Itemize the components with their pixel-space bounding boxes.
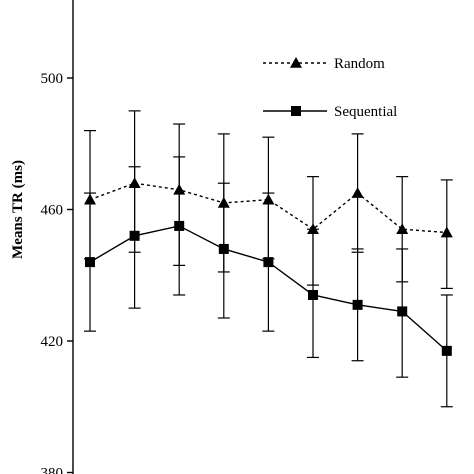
y-axis-label: Means TR (ms) bbox=[10, 160, 26, 259]
legend-marker-random bbox=[290, 57, 302, 68]
legend-label-sequential: Sequential bbox=[334, 104, 397, 120]
random-data-point bbox=[262, 193, 275, 205]
y-tick-label: 460 bbox=[41, 203, 64, 219]
sequential-data-point bbox=[352, 299, 363, 310]
random-series-line bbox=[89, 182, 447, 234]
axes: 380 420 460 500 Means TR (ms) bbox=[10, 0, 74, 474]
sequential-data-point bbox=[85, 257, 95, 268]
random-data-point bbox=[307, 223, 319, 235]
sequential-data-point bbox=[129, 230, 140, 241]
sequential-data-point bbox=[308, 289, 318, 300]
legend-label-random: Random bbox=[334, 56, 385, 72]
y-tick-label: 380 bbox=[41, 466, 64, 474]
series-markers bbox=[84, 177, 453, 356]
random-data-point bbox=[84, 193, 96, 205]
sequential-data-point bbox=[441, 345, 452, 356]
legend: Random Sequential bbox=[263, 56, 397, 120]
legend-marker-sequential bbox=[291, 106, 301, 116]
sequential-data-point bbox=[263, 257, 274, 268]
random-data-point bbox=[351, 187, 364, 198]
random-data-point bbox=[440, 226, 453, 238]
random-data-point bbox=[396, 223, 409, 235]
sequential-data-point bbox=[174, 220, 185, 231]
sequential-data-point bbox=[218, 243, 229, 254]
sequential-data-point bbox=[397, 306, 408, 317]
random-data-point bbox=[173, 183, 186, 195]
y-tick-label: 420 bbox=[41, 334, 64, 350]
random-data-point bbox=[217, 196, 230, 208]
y-tick-label: 500 bbox=[41, 71, 64, 87]
random-data-point bbox=[128, 177, 141, 188]
